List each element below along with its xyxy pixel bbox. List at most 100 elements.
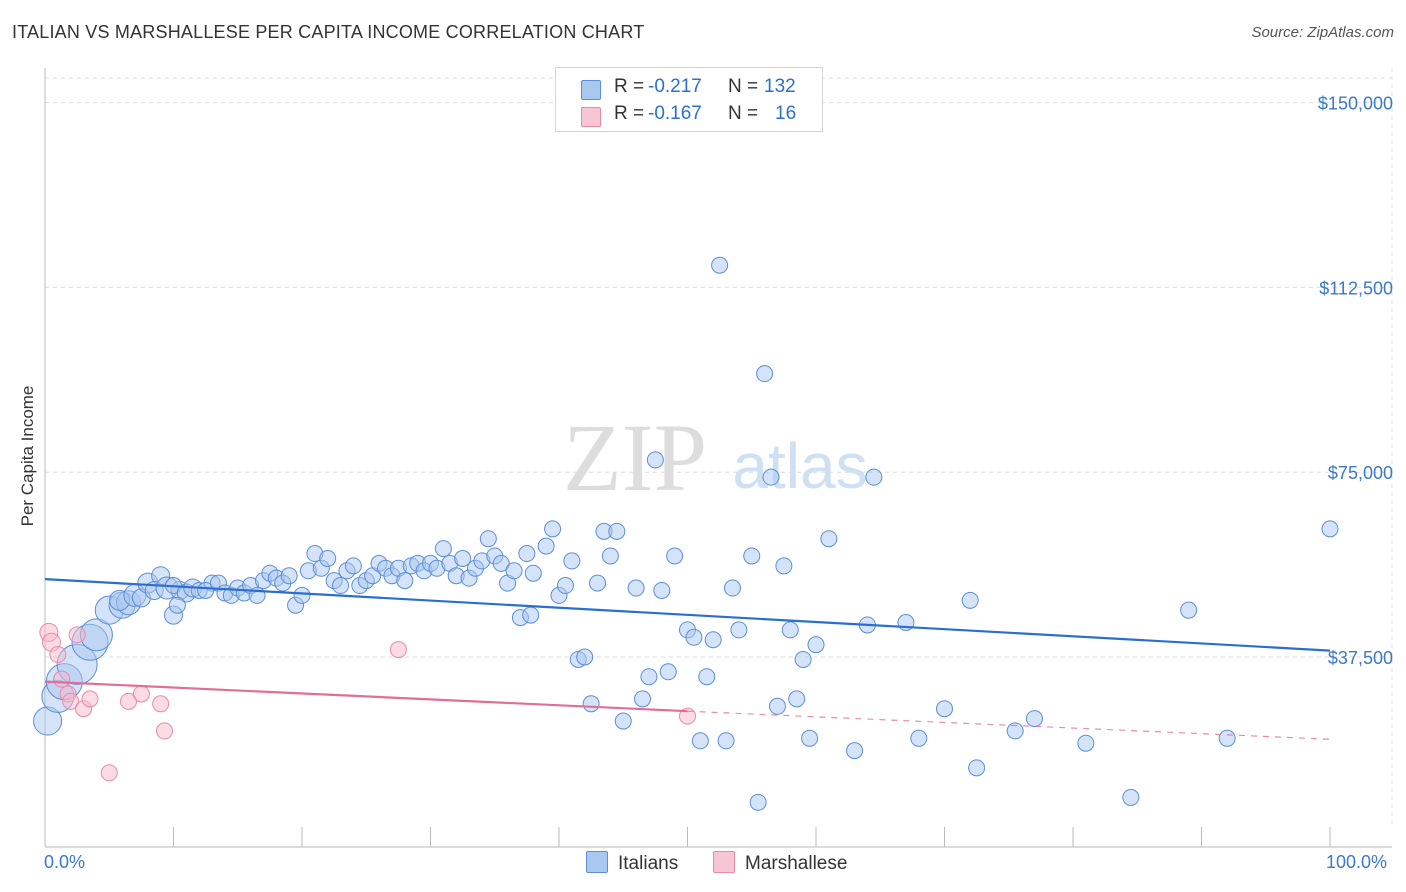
- italians-point: [775, 557, 793, 575]
- italians-point: [743, 547, 761, 565]
- italians-point: [691, 732, 709, 750]
- axes: [44, 68, 1392, 848]
- italians-point: [730, 621, 748, 639]
- italians-point: [659, 663, 677, 681]
- italians-point: [492, 554, 510, 572]
- italians-swatch: [581, 80, 601, 100]
- italians-point: [1180, 601, 1198, 619]
- italians-point: [582, 695, 600, 713]
- italians-point: [756, 365, 774, 383]
- marshallese-point: [120, 692, 138, 710]
- italians-r-label: R =: [614, 76, 645, 97]
- legend-marshallese-label: Marshallese: [745, 853, 848, 874]
- italians-point: [666, 547, 684, 565]
- italians-point: [1077, 734, 1095, 752]
- italians-point: [717, 732, 735, 750]
- italians-point: [280, 567, 298, 585]
- italians-point: [794, 650, 812, 668]
- marshallese-point: [132, 685, 150, 703]
- italians-point: [332, 577, 350, 595]
- chart-title: ITALIAN VS MARSHALLESE PER CAPITA INCOME…: [12, 22, 645, 42]
- y-tick-label: $150,000: [1318, 94, 1393, 114]
- italians-point: [1025, 710, 1043, 728]
- legend-italians-swatch: [586, 851, 608, 873]
- marshallese-point: [100, 764, 118, 782]
- italians-point: [640, 668, 658, 686]
- marshallese-point: [389, 641, 407, 659]
- italians-point: [801, 729, 819, 747]
- marshallese-n-value: 16: [775, 103, 797, 124]
- marshallese-point: [679, 707, 696, 725]
- italians-point: [479, 530, 497, 548]
- italians-point: [749, 793, 767, 811]
- italians-point: [1218, 729, 1236, 747]
- italians-point: [768, 697, 786, 715]
- marshallese-trend-line: [44, 680, 688, 713]
- italians-point: [601, 547, 619, 565]
- marshallese-point: [68, 626, 86, 644]
- legend-marshallese-swatch: [713, 851, 735, 873]
- y-tick-labels: $37,500 $75,000 $112,500 $150,000: [1318, 94, 1393, 668]
- x-tick-label-min: 0.0%: [44, 852, 86, 872]
- y-tick-label: $37,500: [1328, 648, 1393, 668]
- italians-point: [608, 522, 626, 540]
- italians-point: [1321, 520, 1339, 538]
- italians-point: [936, 700, 953, 718]
- marshallese-point: [62, 692, 80, 710]
- italians-point: [454, 549, 472, 567]
- italians-point: [563, 552, 581, 570]
- italians-point: [634, 690, 652, 708]
- italians-point: [522, 606, 540, 624]
- y-tick-label: $75,000: [1328, 463, 1393, 483]
- stats-row-marshallese: R = -0.167 N = 16: [556, 101, 822, 129]
- marshallese-swatch: [581, 107, 601, 127]
- italians-point: [968, 759, 986, 777]
- italians-point: [762, 468, 780, 486]
- marshallese-point: [81, 690, 99, 708]
- italians-point: [293, 586, 311, 604]
- marshallese-point: [53, 670, 71, 688]
- italians-trend-line: [44, 578, 1331, 652]
- italians-point: [961, 591, 979, 609]
- legend-italians-label: Italians: [618, 853, 679, 874]
- italians-point: [524, 564, 542, 582]
- source-label: Source: ZipAtlas.com: [1251, 24, 1394, 41]
- italians-point: [865, 468, 883, 486]
- italians-n-label: N =: [728, 76, 759, 97]
- italians-point: [505, 562, 523, 580]
- watermark: ZIP atlas: [563, 404, 868, 511]
- watermark-atlas: atlas: [732, 430, 867, 502]
- italians-point: [781, 621, 799, 639]
- italians-point: [627, 579, 645, 597]
- italians-points: [33, 256, 1339, 811]
- italians-point: [197, 581, 215, 599]
- italians-point: [396, 572, 414, 590]
- italians-point: [576, 648, 594, 666]
- italians-point: [807, 636, 825, 654]
- marshallese-n-label: N =: [728, 103, 759, 124]
- italians-point: [168, 596, 186, 614]
- watermark-zip: ZIP: [563, 404, 707, 511]
- italians-point: [704, 631, 722, 649]
- italians-point: [711, 256, 729, 274]
- italians-point: [846, 742, 864, 760]
- italians-point: [544, 520, 562, 538]
- legend-item-marshallese: Marshallese: [713, 851, 847, 875]
- italians-point: [1006, 722, 1024, 740]
- italians-point: [685, 628, 703, 646]
- italians-point: [537, 537, 555, 555]
- gridlines: [45, 68, 1393, 827]
- italians-point: [910, 729, 928, 747]
- marshallese-point: [152, 695, 170, 713]
- italians-point: [698, 668, 716, 686]
- marshallese-r-label: R =: [614, 103, 645, 124]
- italians-n-value: 132: [764, 76, 796, 97]
- italians-point: [518, 545, 536, 563]
- marshallese-point: [156, 722, 174, 740]
- italians-point: [319, 549, 337, 567]
- legend-item-italians: Italians: [586, 851, 678, 875]
- italians-point: [614, 712, 632, 730]
- y-tick-label: $112,500: [1319, 278, 1393, 298]
- x-tick-label-max: 100.0%: [1326, 852, 1388, 872]
